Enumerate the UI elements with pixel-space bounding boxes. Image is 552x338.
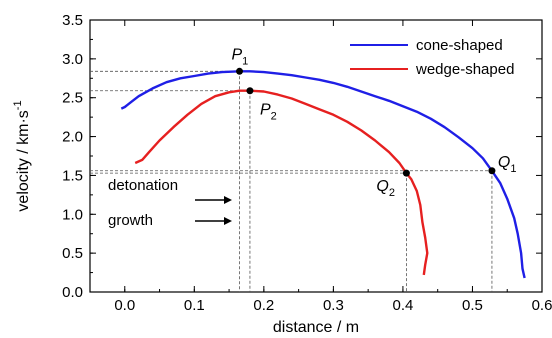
x-axis-title: distance / m [273, 319, 359, 336]
annotation-detonation: detonation [108, 177, 178, 194]
y-tick-label: 0.5 [62, 245, 83, 262]
point-label-P2: P2 [260, 102, 277, 123]
y-tick-label: 0.0 [62, 284, 83, 301]
point-label-subscript: 2 [389, 187, 395, 199]
x-tick-label: 0.0 [114, 297, 135, 314]
y-tick-label: 1.5 [62, 167, 83, 184]
point-label-subscript: 1 [510, 163, 516, 175]
series-line-cone-shaped [120, 70, 526, 279]
y-axis-title-superscript: -1 [12, 100, 24, 110]
data-point-Q2 [402, 169, 410, 177]
x-tick-label: 0.6 [532, 297, 552, 314]
y-tick-label: 3.0 [62, 51, 83, 68]
y-axis-title: velocity / km·s-1 [12, 100, 32, 211]
y-tick-label: 1.0 [62, 206, 83, 223]
y-tick-label: 2.0 [62, 129, 83, 146]
data-point-P1 [236, 67, 244, 75]
point-label-Q2: Q2 [376, 178, 395, 199]
point-label-subscript: 1 [242, 55, 248, 67]
x-tick-label: 0.3 [323, 297, 344, 314]
x-tick-label: 0.5 [462, 297, 483, 314]
series-line-wedge-shaped [134, 89, 429, 276]
point-label-P1: P1 [232, 46, 249, 67]
point-label-Q1: Q1 [498, 154, 517, 175]
x-tick-label: 0.1 [184, 297, 205, 314]
annotation-arrowhead-1 [224, 196, 232, 204]
data-point-P2 [246, 87, 254, 95]
data-point-Q1 [488, 167, 496, 175]
legend-label-wedge-shaped: wedge-shaped [415, 61, 514, 78]
y-tick-label: 3.5 [62, 12, 83, 29]
y-tick-label: 2.5 [62, 90, 83, 107]
point-label-subscript: 2 [271, 111, 277, 123]
x-tick-label: 0.4 [392, 297, 413, 314]
legend-label-cone-shaped: cone-shaped [416, 37, 503, 54]
annotation-arrowhead-2 [224, 217, 232, 225]
x-tick-label: 0.2 [253, 297, 274, 314]
plot-area: 0.0 0.1 0.2 0.3 0.4 0.5 0.6 0.0 0.5 1.0 1.5 2.0 2.5 3… [12, 12, 552, 336]
annotation-growth: growth [108, 212, 153, 229]
